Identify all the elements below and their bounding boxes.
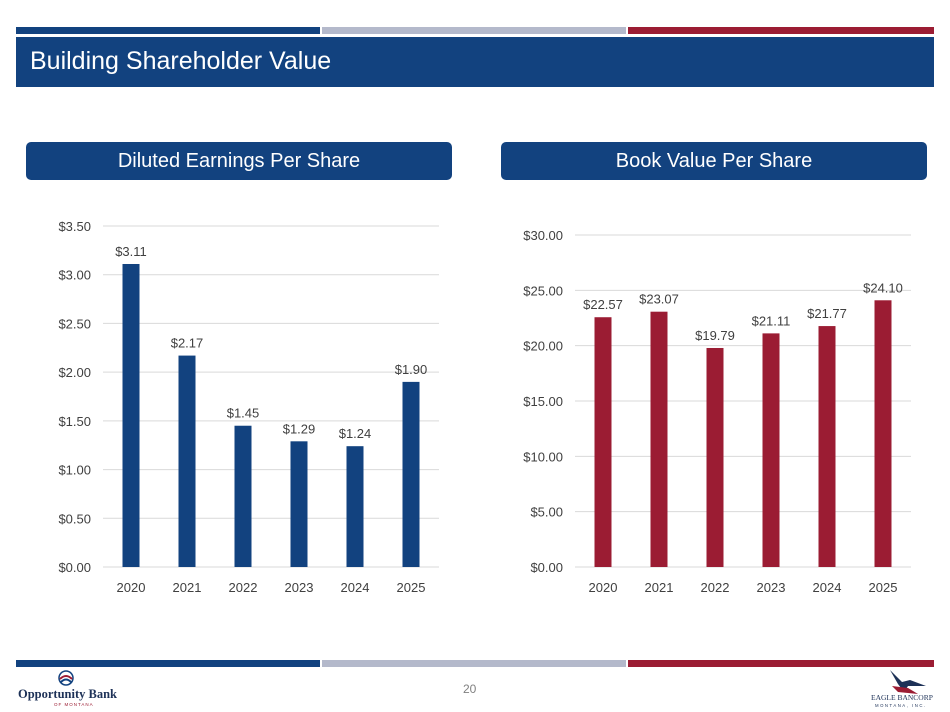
eps-bar-chart: $0.00 $0.50 $1.00 $1.50 $2.00 $2.50 $3.00 $3.50… [58,219,439,595]
eps-xtick-label-2022: 2022 [229,580,258,595]
bv-data-label-2023: $21.11 [752,313,791,328]
eps-ytick-label: $1.00 [58,463,91,478]
logo-left-name: Opportunity Bank [18,687,117,701]
eps-bar-2022 [234,425,252,567]
bv-ytick-label: $20.00 [523,339,563,354]
eps-xtick-label-2023: 2023 [285,580,314,595]
bv-data-label-2020: $22.57 [583,297,623,312]
eps-ytick-label: $3.00 [58,268,91,283]
logo-right-sub: MONTANA, INC. [875,703,927,708]
bv-xtick-label-2022: 2022 [701,580,730,595]
bv-xtick-label-2025: 2025 [869,580,898,595]
page-number: 20 [463,682,477,696]
eps-bar-2024 [346,446,364,567]
eagle-icon [890,670,926,692]
bv-bar-2023 [762,333,780,567]
bv-bar-2025 [874,300,892,567]
bv-ytick-label: $15.00 [523,394,563,409]
bv-data-label-2022: $19.79 [695,328,735,343]
top-bar-navy [16,27,320,34]
eps-xtick-label-2024: 2024 [341,580,370,595]
bv-bar-2021 [650,311,668,567]
opportunity-bank-logo: Opportunity Bank OF MONTANA [18,670,117,707]
bv-xtick-label-2023: 2023 [757,580,786,595]
eps-data-label-2024: $1.24 [339,426,372,441]
eps-xtick-label-2025: 2025 [397,580,426,595]
eps-bar-2023 [290,441,308,567]
bv-bar-2022 [706,347,724,567]
eps-ytick-label: $0.50 [58,511,91,526]
eps-data-label-2021: $2.17 [171,336,204,351]
eagle-bancorp-logo: EAGLE BANCORP MONTANA, INC. [871,670,933,708]
bv-chart-title: Book Value Per Share [501,142,927,180]
eps-ytick-label: $1.50 [58,414,91,429]
top-bar-red [628,27,934,34]
eps-ytick-label: $0.00 [58,560,91,575]
bv-xtick-label-2020: 2020 [589,580,618,595]
bv-ytick-label: $5.00 [530,505,563,520]
bv-data-label-2021: $23.07 [639,292,679,307]
bv-data-label-2024: $21.77 [807,306,847,321]
logo-right-name: EAGLE BANCORP [871,693,933,702]
eps-bar-2021 [178,355,196,567]
logo-left-sub: OF MONTANA [54,702,94,707]
top-bar-grey [322,27,626,34]
bv-ytick-label: $30.00 [523,228,563,243]
bv-xtick-label-2024: 2024 [813,580,842,595]
bv-bar-2024 [818,326,836,567]
eps-xtick-label-2020: 2020 [117,580,146,595]
eps-bar-2020 [122,263,140,567]
bottom-bar-navy [16,660,320,667]
bv-ytick-label: $10.00 [523,449,563,464]
bottom-bar-red [628,660,934,667]
eps-bar-2025 [402,381,420,567]
eps-data-label-2023: $1.29 [283,421,316,436]
eps-ytick-label: $2.50 [58,316,91,331]
bv-ytick-label: $0.00 [530,560,563,575]
eps-data-label-2020: $3.11 [115,244,147,259]
slide-header: Building Shareholder Value [16,37,934,87]
eps-chart-title: Diluted Earnings Per Share [26,142,452,180]
eps-ytick-label: $2.00 [58,365,91,380]
bv-xtick-label-2021: 2021 [645,580,674,595]
bv-ytick-label: $25.00 [523,283,563,298]
eps-data-label-2022: $1.45 [227,406,260,421]
bv-bar-2020 [594,317,612,567]
eps-xtick-label-2021: 2021 [173,580,202,595]
slide-title: Building Shareholder Value [30,47,332,75]
bv-bar-chart: $0.00 $5.00 $10.00 $15.00 $20.00 $25.00 $30.00… [523,228,911,595]
eps-data-label-2025: $1.90 [395,362,428,377]
bottom-bar-grey [322,660,626,667]
bv-data-label-2025: $24.10 [863,280,903,295]
eps-ytick-label: $3.50 [58,219,91,234]
